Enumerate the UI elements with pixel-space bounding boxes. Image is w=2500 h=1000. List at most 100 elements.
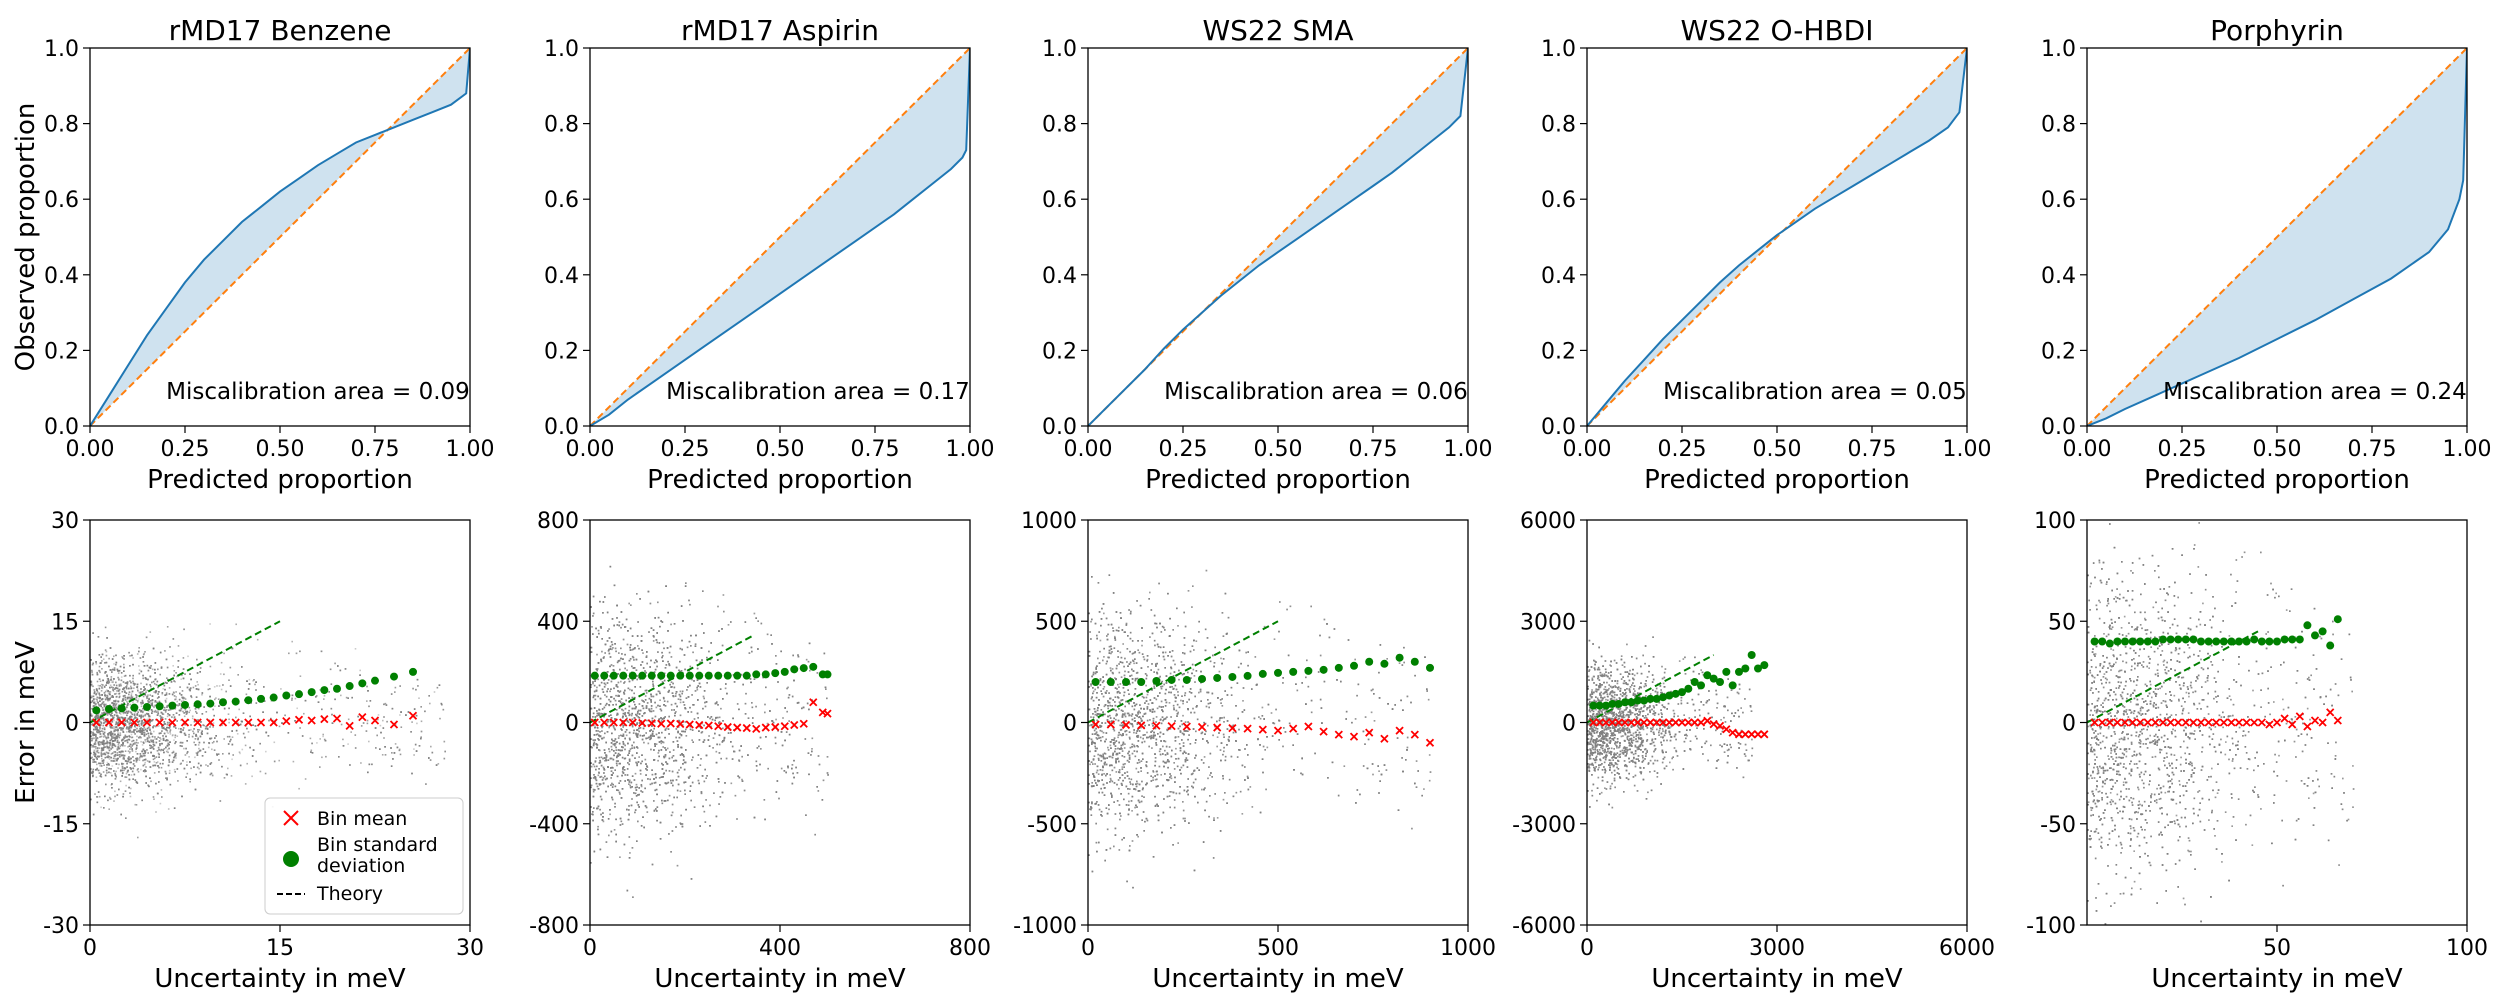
bin-std-point [2151, 637, 2160, 646]
bin-std-point [1350, 661, 1358, 670]
axes-frame [1087, 519, 1469, 926]
x-axis-label: Uncertainty in meV [2151, 964, 2402, 994]
bin-std-point [1213, 673, 1222, 682]
y-tick-label: 0.4 [544, 264, 579, 289]
miscalibration-prefix: Miscalibration area = [2163, 379, 2415, 405]
bin-std-point [1684, 684, 1693, 693]
bin-mean-point [1601, 718, 1611, 727]
bin-mean-point [1380, 734, 1389, 743]
bin-mean-point [628, 718, 637, 727]
y-tick-label: -50 [2040, 813, 2076, 838]
bin-mean-point [345, 721, 354, 731]
bin-std-point [2128, 637, 2137, 646]
bin-std-point [1690, 678, 1699, 686]
axes-frame [589, 519, 971, 926]
bin-mean-point [1753, 730, 1763, 739]
plot-area [590, 48, 970, 426]
bin-mean-point [2181, 718, 2190, 727]
bin-std-point [2265, 637, 2274, 646]
y-tick-label: 6000 [1520, 509, 1576, 534]
legend-box [264, 797, 464, 915]
x-tick-label: 3000 [1749, 936, 1805, 961]
bin-mean-point [180, 718, 190, 727]
bin-mean-point [2295, 712, 2304, 721]
y-tick-label: 0.2 [44, 339, 79, 364]
y-tick-label: 0.6 [1541, 188, 1576, 213]
y-tick-label: 1000 [1021, 509, 1077, 534]
x-tick-label: 0.00 [1064, 437, 1113, 462]
bin-std-point [723, 671, 732, 680]
y-tick-label: 0.4 [2041, 264, 2076, 289]
bin-mean-point [2272, 718, 2282, 727]
bin-mean-point [1334, 730, 1343, 739]
bin-std-point [2326, 641, 2335, 650]
y-tick-label: 0.0 [544, 415, 579, 440]
theory-line [1587, 654, 1715, 724]
y-tick-label: 100 [2034, 509, 2076, 534]
plot-area [90, 620, 446, 851]
x-tick-label: 0 [1580, 936, 1594, 961]
y-tick-label: 3000 [1520, 610, 1576, 635]
x-tick-label: 0 [583, 936, 597, 961]
plot-area [1587, 636, 1769, 809]
y-tick-label: 30 [51, 509, 79, 534]
bin-mean-point [1722, 725, 1731, 734]
bin-mean-point [666, 719, 675, 728]
miscalibration-label: Miscalibration area = 0.17 [666, 379, 970, 405]
bin-std-point [1709, 674, 1718, 683]
bin-std-point [1243, 671, 1252, 680]
bin-mean-point [1197, 722, 1207, 732]
bin-mean-point [1365, 728, 1374, 737]
bin-std-point [1646, 694, 1655, 703]
bin-std-point [2197, 637, 2205, 646]
bin-mean-point [2158, 718, 2168, 727]
x-tick-label: 0.00 [66, 437, 115, 462]
bin-std-point [1703, 671, 1712, 680]
legend-bin-std-label-2: deviation [317, 855, 405, 877]
legend-theory-label: Theory [316, 883, 383, 905]
error-scatter-cloud [1587, 636, 1754, 809]
y-tick-label: 0.0 [44, 415, 79, 440]
bin-std-point [1728, 681, 1737, 690]
bin-std-point [1735, 667, 1743, 676]
bin-mean-point [2189, 718, 2198, 727]
bin-mean-point [2120, 718, 2130, 727]
bin-mean-point [1658, 718, 1668, 727]
axes-frame [2086, 519, 2468, 926]
bin-mean-point [2212, 718, 2221, 727]
x-tick-label: 1.00 [946, 437, 995, 462]
bin-std-point [2235, 637, 2243, 646]
y-tick-label: -3000 [1512, 813, 1576, 838]
plot-area [1088, 48, 1468, 426]
bin-std-point [231, 697, 240, 706]
y-tick-label: 400 [537, 610, 579, 635]
bin-std-point [2250, 635, 2259, 644]
bin-mean-point [92, 718, 101, 727]
bin-std-point [1722, 667, 1731, 676]
axes-frame [2086, 47, 2468, 427]
bin-std-point [105, 705, 113, 713]
bin-mean-point [2326, 708, 2335, 717]
y-tick-label: -30 [43, 914, 79, 939]
y-tick-label: -800 [529, 914, 579, 939]
bin-std-point [1152, 676, 1161, 685]
y-tick-label: 0.0 [2041, 415, 2076, 440]
bin-mean-point [104, 718, 114, 727]
x-tick-label: 0.25 [2158, 437, 2207, 462]
bin-mean-point [609, 718, 618, 727]
y-tick-label: 0.2 [1042, 339, 1077, 364]
bin-std-point [685, 671, 694, 680]
miscalibration-value: 0.24 [2416, 379, 2467, 405]
bin-std-point [358, 679, 367, 688]
bin-mean-point [130, 718, 139, 727]
bin-std-point [1289, 667, 1298, 676]
bin-std-point [155, 702, 164, 711]
panel-title: WS22 SMA [1202, 14, 1353, 47]
x-tick-label: 0.50 [2253, 437, 2302, 462]
bin-mean-point [1106, 720, 1115, 729]
bin-mean-point [320, 714, 329, 724]
bin-std-point [628, 671, 637, 680]
bin-std-point [2303, 621, 2312, 630]
